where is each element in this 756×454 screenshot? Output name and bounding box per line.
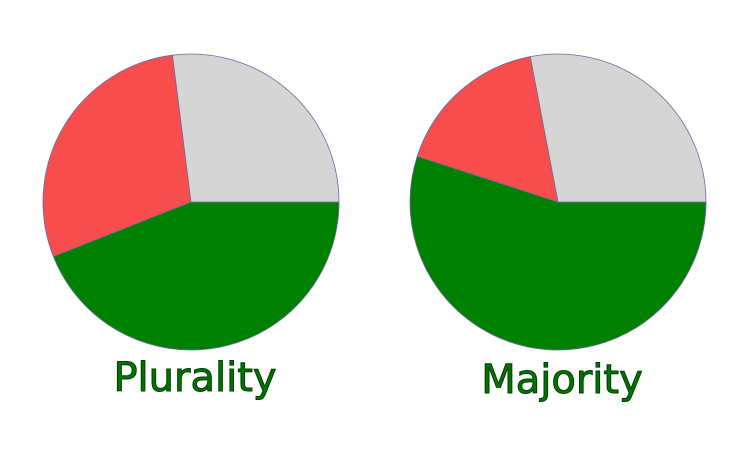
pie-1-slice-0	[409, 155, 707, 351]
pie-0-slice-2	[172, 53, 340, 203]
majority-label: Majority	[481, 357, 643, 403]
pie-1-slice-2	[529, 53, 707, 203]
pie-0-slice-1	[42, 54, 192, 257]
plurality-pie	[42, 53, 340, 351]
plurality-label: Plurality	[113, 355, 276, 401]
pie-0-slice-0	[52, 201, 340, 351]
majority-pie	[409, 53, 707, 351]
pie-1-slice-1	[416, 56, 559, 203]
